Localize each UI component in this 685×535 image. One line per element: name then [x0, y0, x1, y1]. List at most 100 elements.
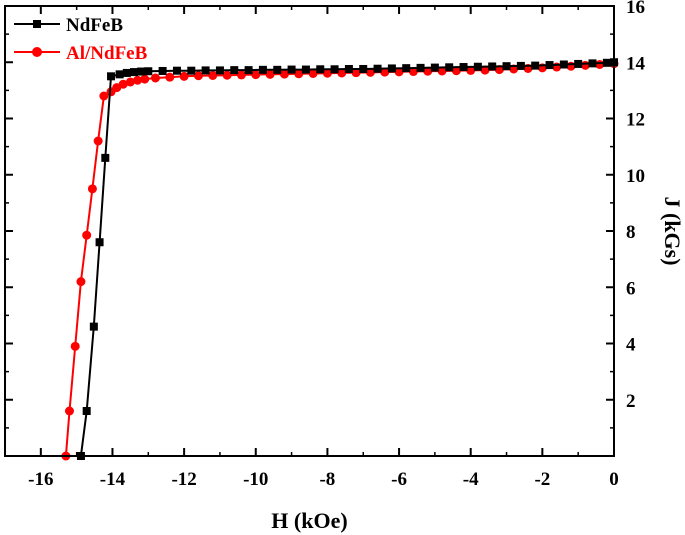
data-point	[101, 153, 110, 162]
x-axis-title: H (kOe)	[271, 508, 347, 533]
legend-label: NdFeB	[66, 15, 123, 36]
data-point	[222, 70, 232, 80]
x-tick-label: -8	[319, 469, 335, 490]
legend-marker	[33, 20, 41, 28]
data-point	[574, 59, 583, 68]
data-point	[82, 407, 91, 415]
x-tick-label: -12	[171, 469, 196, 490]
y-tick-label: 2	[626, 391, 636, 412]
data-point	[516, 61, 525, 70]
data-point	[387, 64, 396, 73]
data-point	[580, 60, 590, 70]
data-point	[165, 72, 175, 82]
data-point	[430, 63, 439, 72]
legend: NdFeB Al/NdFeB	[14, 15, 148, 64]
data-point	[99, 91, 109, 101]
data-point	[244, 66, 253, 75]
data-point	[308, 69, 318, 78]
data-point	[137, 67, 146, 76]
data-point	[322, 68, 332, 78]
legend-label: Al/NdFeB	[66, 43, 148, 64]
data-point	[380, 67, 390, 77]
legend-item: Al/NdFeB	[14, 43, 148, 64]
data-point	[187, 66, 196, 75]
data-point	[445, 63, 454, 72]
data-point	[158, 66, 167, 75]
series-line	[79, 61, 615, 457]
data-point	[129, 68, 138, 77]
data-point	[133, 75, 143, 85]
y-tick-label: 4	[626, 335, 636, 356]
ticks-layer: -16 -14 -12 -10 -8 -6 -4 -2 0 2 4 6 8 10 12 14 16	[4, 0, 646, 490]
data-point	[118, 79, 128, 89]
series-line	[64, 62, 615, 457]
data-point	[140, 74, 150, 84]
data-point	[82, 230, 92, 240]
y-tick-label: 12	[626, 110, 645, 131]
data-point	[230, 66, 239, 75]
series-al-ndfeb	[61, 59, 619, 461]
data-point	[359, 65, 368, 73]
x-tick-label: 0	[609, 469, 619, 490]
data-point	[459, 63, 468, 72]
y-tick-label: 16	[626, 0, 645, 18]
data-point	[437, 66, 447, 76]
x-tick-label: -2	[534, 469, 550, 490]
y-tick-label: 6	[626, 278, 636, 299]
data-point	[179, 71, 189, 81]
data-point	[394, 67, 404, 77]
y-axis-title: J (kGs)	[660, 196, 685, 265]
data-point	[201, 66, 210, 75]
data-point	[144, 67, 153, 76]
data-point	[365, 67, 375, 77]
x-tick-label: -14	[100, 469, 126, 490]
data-point	[95, 238, 104, 247]
data-point	[408, 67, 418, 77]
data-point	[301, 65, 310, 74]
data-point	[344, 65, 353, 73]
y-tick-label: 8	[626, 222, 636, 243]
x-tick-label: -16	[28, 469, 53, 490]
data-point	[473, 62, 482, 71]
data-point	[125, 77, 135, 87]
data-point	[258, 65, 267, 74]
series-ndfeb	[76, 58, 618, 460]
data-point	[236, 70, 246, 80]
data-point	[316, 65, 325, 74]
data-point	[402, 64, 411, 73]
legend-item: NdFeB	[14, 15, 123, 36]
data-point	[279, 69, 289, 79]
data-point	[351, 68, 361, 78]
data-point	[423, 66, 433, 76]
x-tick-label: -6	[391, 469, 407, 490]
x-tick-label: -4	[463, 469, 479, 490]
data-point	[531, 61, 540, 70]
data-point	[115, 70, 124, 79]
data-point	[193, 71, 203, 81]
data-point	[215, 66, 224, 75]
data-point	[595, 60, 605, 69]
legend-marker	[32, 47, 42, 57]
data-point	[559, 60, 568, 69]
data-point	[480, 65, 490, 75]
data-point	[107, 72, 116, 81]
data-point	[566, 61, 576, 71]
data-point	[337, 68, 347, 78]
data-point	[466, 65, 476, 75]
data-point	[172, 66, 181, 75]
data-point	[89, 322, 98, 331]
x-tick-label: -10	[243, 469, 268, 490]
data-point	[330, 65, 339, 74]
data-point	[373, 64, 382, 73]
y-tick-label: 14	[626, 53, 646, 74]
data-point	[502, 62, 511, 71]
series-layer	[61, 58, 619, 461]
data-point	[545, 61, 554, 70]
data-point	[76, 277, 86, 287]
y-tick-label: 10	[626, 166, 645, 187]
data-point	[150, 73, 160, 83]
data-point	[265, 69, 275, 79]
data-point	[251, 70, 261, 80]
data-point	[64, 406, 74, 416]
